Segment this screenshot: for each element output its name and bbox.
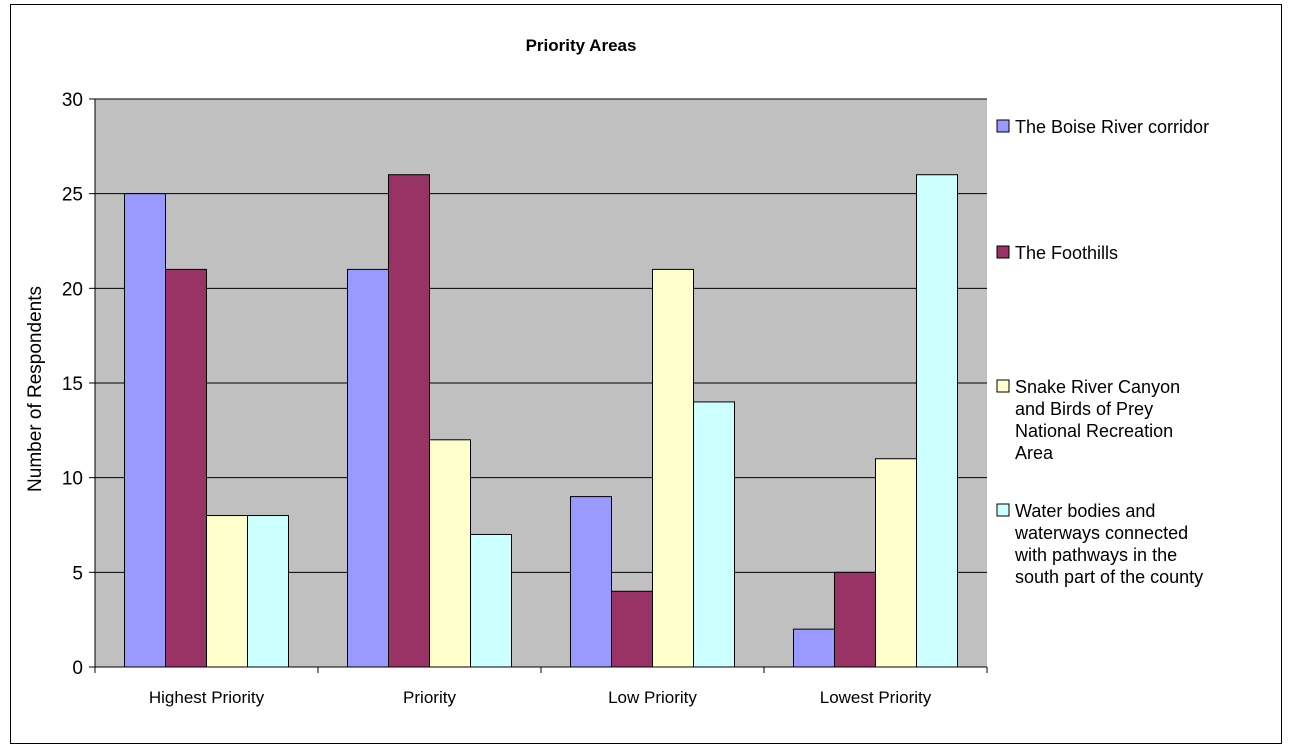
- y-tick-label: 30: [62, 90, 83, 111]
- x-tick-label: Lowest Priority: [820, 688, 932, 707]
- legend-swatch: [996, 119, 1010, 133]
- bar: [916, 174, 958, 668]
- y-tick-label: 20: [62, 279, 83, 300]
- bar: [124, 193, 166, 668]
- x-tick-label: Priority: [403, 688, 456, 707]
- bar: [206, 515, 248, 668]
- y-tick-label: 25: [62, 185, 83, 206]
- x-tick-label: Highest Priority: [149, 688, 265, 707]
- bar: [652, 268, 694, 668]
- legend-swatch: [996, 245, 1010, 259]
- legend-label: The Foothills: [1015, 243, 1118, 263]
- y-tick-label: 10: [62, 469, 83, 490]
- y-axis-label: Number of Respondents: [25, 286, 46, 492]
- bar: [693, 401, 735, 668]
- legend-label: Water bodies and: [1015, 501, 1155, 521]
- y-tick-label: 15: [62, 374, 83, 395]
- legend-label: Snake River Canyon: [1015, 377, 1180, 397]
- legend-swatch: [996, 503, 1010, 517]
- legend-swatch: [996, 379, 1010, 393]
- legend-label: National Recreation: [1015, 421, 1173, 441]
- bar-chart: Priority Areas Number of Respondents 0 5 1…: [25, 36, 1209, 707]
- legend-label: The Boise River corridor: [1015, 117, 1209, 137]
- bar: [793, 628, 835, 668]
- legend-label: Area: [1015, 443, 1054, 463]
- bar: [429, 439, 471, 668]
- chart-title: Priority Areas: [526, 36, 637, 55]
- bar: [834, 571, 876, 668]
- legend-label: south part of the county: [1015, 567, 1203, 587]
- plot-area: 0 5 10 15 20 25 30 Highest Priority Priority Low …: [62, 90, 988, 707]
- chart-frame: Priority Areas Number of Respondents 0 5 1…: [10, 4, 1282, 744]
- bar: [570, 496, 612, 668]
- bar: [611, 590, 653, 668]
- legend: The Boise River corridor The Foothills Sna…: [996, 117, 1209, 587]
- y-tick-label: 5: [72, 563, 83, 584]
- y-tick-label: 0: [72, 658, 83, 679]
- bar: [470, 533, 512, 668]
- bar: [347, 268, 389, 668]
- legend-label: waterways connected: [1014, 523, 1188, 543]
- legend-label: and Birds of Prey: [1015, 399, 1153, 419]
- bar: [388, 174, 430, 668]
- bar: [165, 268, 207, 668]
- bar: [875, 458, 917, 668]
- legend-label: with pathways in the: [1014, 545, 1177, 565]
- x-tick-label: Low Priority: [608, 688, 697, 707]
- bar: [247, 515, 289, 668]
